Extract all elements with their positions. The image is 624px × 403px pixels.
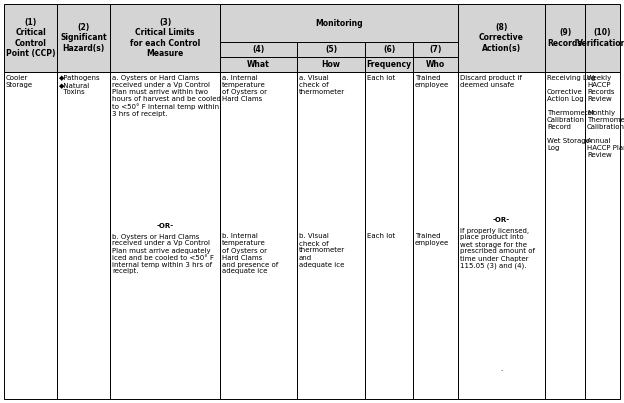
Text: Who: Who xyxy=(426,60,445,69)
Text: Cooler
Storage: Cooler Storage xyxy=(6,75,33,88)
Bar xyxy=(585,72,620,399)
Bar xyxy=(365,72,413,399)
Text: Receiving Log

Corrective
Action Log

Thermometer
Calibration
Record

Wet Storag: Receiving Log Corrective Action Log Ther… xyxy=(547,75,595,151)
Text: Trained
employee: Trained employee xyxy=(415,233,449,247)
Text: Weekly
HACCP
Records
Review

Monthly
Thermometer
Calibration

Annual
HACCP Plan
: Weekly HACCP Records Review Monthly Ther… xyxy=(587,75,624,158)
Bar xyxy=(545,4,585,72)
Text: a. Visual
check of
thermometer: a. Visual check of thermometer xyxy=(299,75,345,95)
Text: -OR-: -OR- xyxy=(493,218,510,224)
Text: (4): (4) xyxy=(252,45,265,54)
Text: (5): (5) xyxy=(325,45,337,54)
Text: a. Internal
temperature
of Oysters or
Hard Clams: a. Internal temperature of Oysters or Ha… xyxy=(222,75,267,102)
Text: b. Oysters or Hard Clams
received under a Vp Control
Plan must arrive adequately: b. Oysters or Hard Clams received under … xyxy=(112,233,214,274)
Bar xyxy=(297,57,365,72)
Bar xyxy=(220,57,297,72)
Bar xyxy=(220,72,297,399)
Bar xyxy=(57,72,110,399)
Bar xyxy=(220,42,297,57)
Text: What: What xyxy=(247,60,270,69)
Text: ◆Pathogens
◆Natural
  Toxins: ◆Pathogens ◆Natural Toxins xyxy=(59,75,100,95)
Text: b. Visual
check of
thermometer
and
adequate ice: b. Visual check of thermometer and adequ… xyxy=(299,233,345,268)
Text: Trained
employee: Trained employee xyxy=(415,75,449,88)
Bar xyxy=(413,72,458,399)
Bar xyxy=(4,4,57,72)
Bar xyxy=(297,42,365,57)
Text: (6): (6) xyxy=(383,45,395,54)
Bar xyxy=(458,72,545,399)
Bar xyxy=(220,4,458,42)
Text: a. Oysters or Hard Clams
received under a Vp Control
Plan must arrive within two: a. Oysters or Hard Clams received under … xyxy=(112,75,221,117)
Text: (10)
Verification: (10) Verification xyxy=(577,28,624,48)
Text: (3)
Critical Limits
for each Control
Measure: (3) Critical Limits for each Control Mea… xyxy=(130,18,200,58)
Text: (1)
Critical
Control
Point (CCP): (1) Critical Control Point (CCP) xyxy=(6,18,56,58)
Text: .: . xyxy=(500,366,502,372)
Text: b. Internal
temperature
of Oysters or
Hard Clams
and presence of
adequate ice: b. Internal temperature of Oysters or Ha… xyxy=(222,233,278,274)
Bar xyxy=(458,4,545,72)
Text: Discard product if
deemed unsafe: Discard product if deemed unsafe xyxy=(460,75,522,88)
Text: Each lot: Each lot xyxy=(367,75,395,81)
Text: (2)
Significant
Hazard(s): (2) Significant Hazard(s) xyxy=(60,23,107,53)
Text: Monitoring: Monitoring xyxy=(315,19,363,27)
Text: -OR-: -OR- xyxy=(157,222,173,229)
Bar xyxy=(413,57,458,72)
Text: Each lot: Each lot xyxy=(367,233,395,239)
Text: How: How xyxy=(321,60,341,69)
Text: If properly licensed,
place product into
wet storage for the
prescribed amount o: If properly licensed, place product into… xyxy=(460,228,535,269)
Bar xyxy=(110,72,220,399)
Text: Frequency: Frequency xyxy=(366,60,412,69)
Bar xyxy=(57,4,110,72)
Text: (8)
Corrective
Action(s): (8) Corrective Action(s) xyxy=(479,23,524,53)
Bar xyxy=(297,72,365,399)
Text: (7): (7) xyxy=(429,45,442,54)
Text: (9)
Records: (9) Records xyxy=(548,28,582,48)
Bar xyxy=(365,42,413,57)
Bar xyxy=(4,72,57,399)
Bar xyxy=(545,72,585,399)
Bar xyxy=(585,4,620,72)
Bar xyxy=(413,42,458,57)
Bar xyxy=(365,57,413,72)
Bar xyxy=(110,4,220,72)
